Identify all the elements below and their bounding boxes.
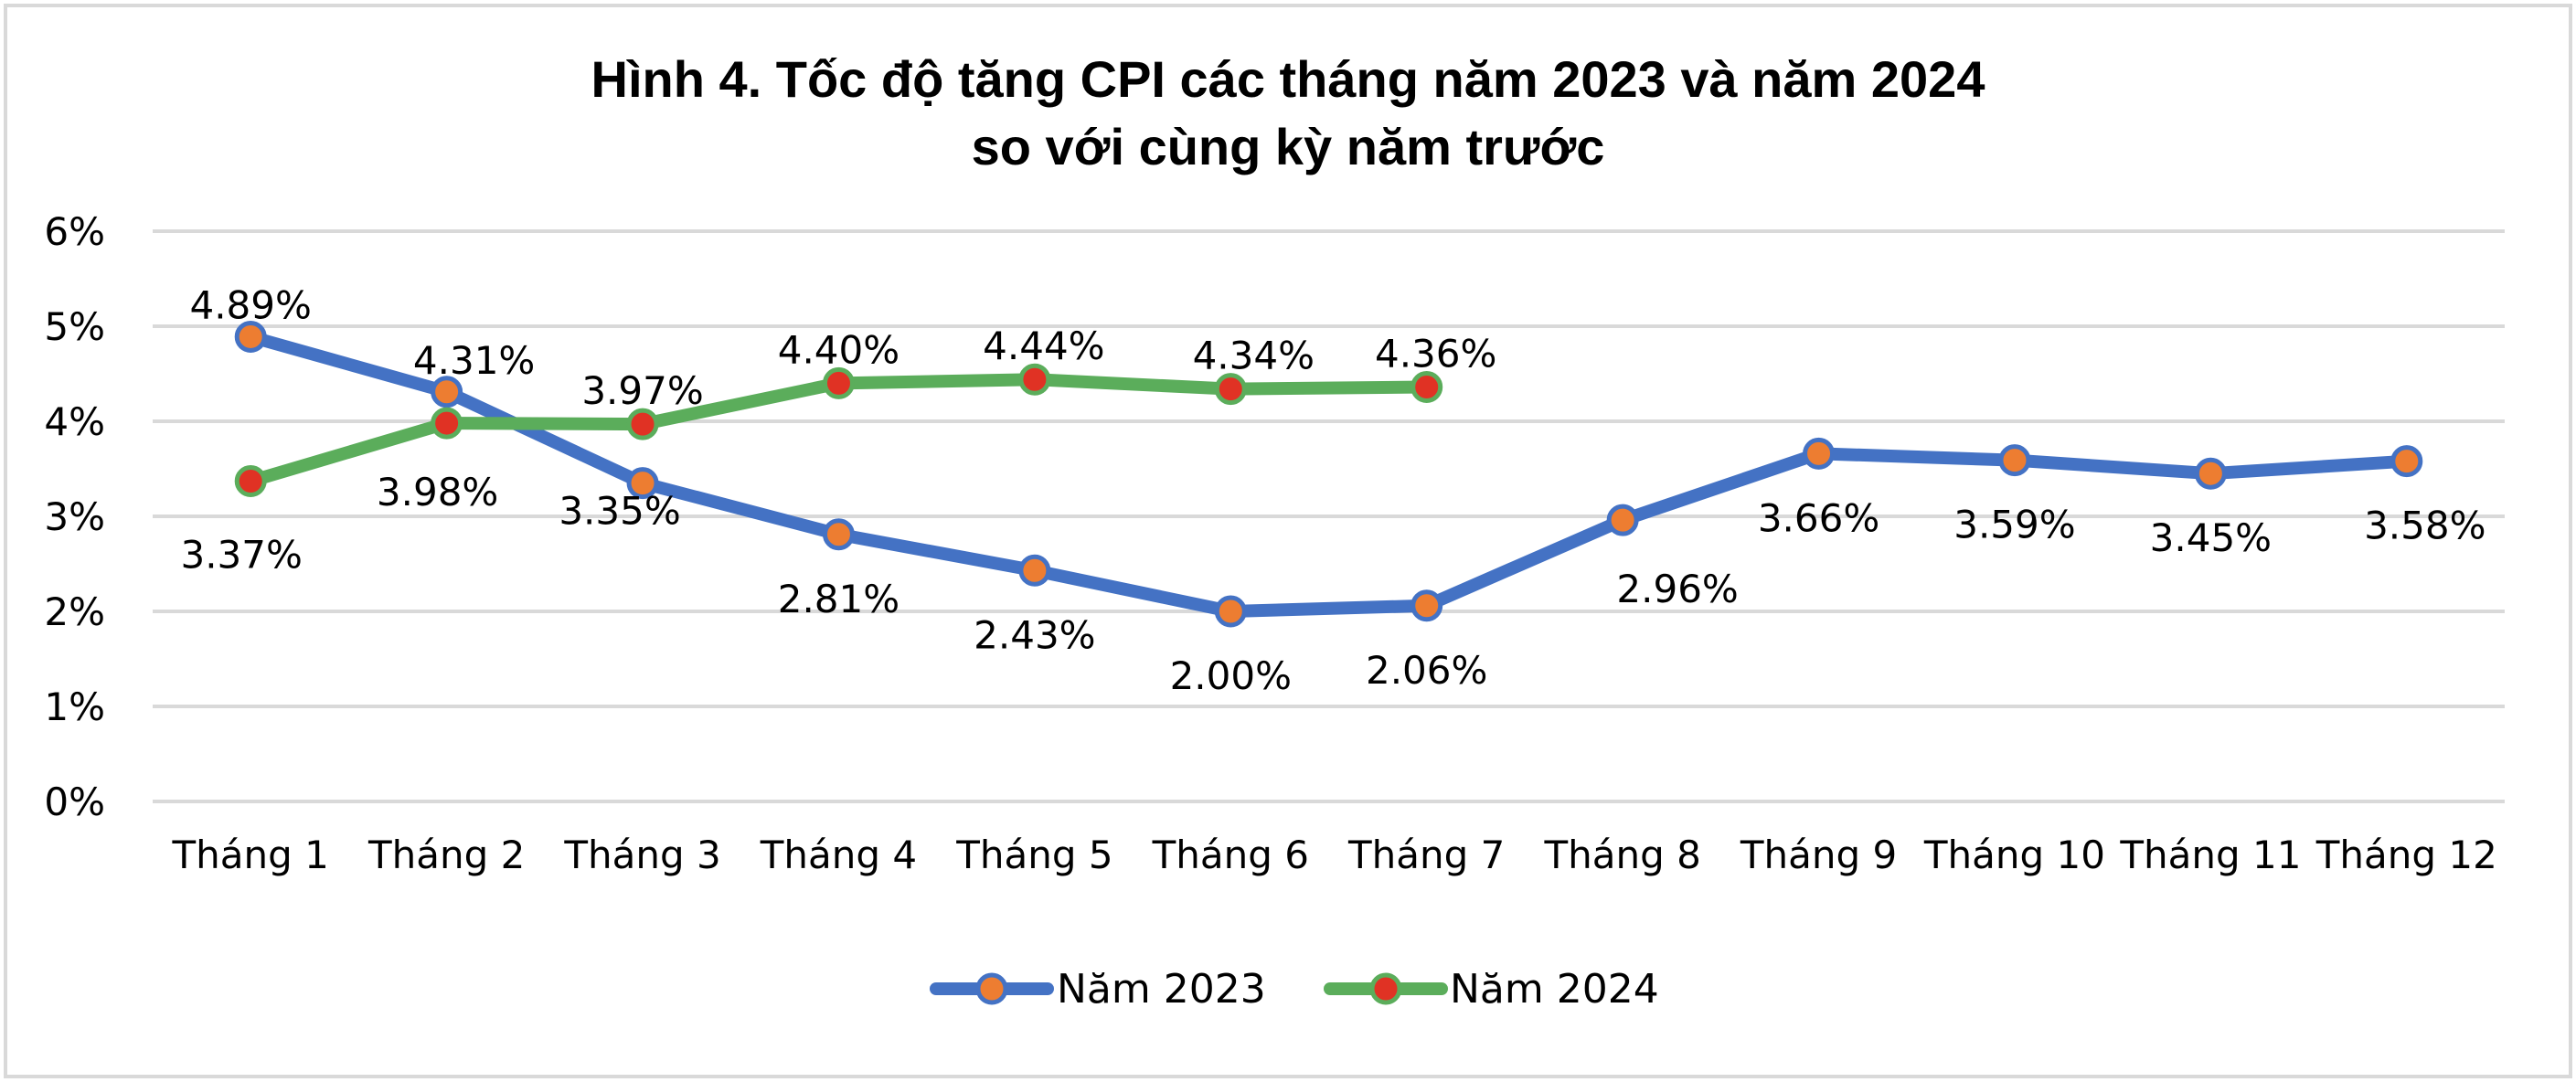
x-tick-label: Tháng 12	[2315, 833, 2497, 877]
data-label: 4.40%	[778, 327, 899, 372]
legend-label-2023: Năm 2023	[1057, 966, 1266, 1013]
data-point-marker	[1214, 373, 1247, 406]
data-label: 3.45%	[2150, 515, 2272, 560]
legend-label-2024: Năm 2024	[1450, 966, 1659, 1013]
x-tick-label: Tháng 4	[760, 833, 917, 877]
data-point-marker	[234, 320, 267, 353]
x-tick-label: Tháng 3	[563, 833, 720, 877]
data-point-marker	[2390, 445, 2423, 478]
data-label: 2.06%	[1366, 648, 1487, 693]
data-label: 3.66%	[1758, 495, 1879, 540]
y-tick-label: 4%	[44, 399, 105, 444]
data-label: 4.44%	[983, 324, 1104, 368]
data-label: 4.34%	[1193, 334, 1315, 378]
data-point-marker	[626, 467, 659, 500]
data-label: 4.89%	[189, 282, 311, 327]
data-point-marker	[1214, 595, 1247, 628]
x-tick-label: Tháng 8	[1543, 833, 1700, 877]
series-group	[234, 320, 2423, 628]
legend-marker-2024-icon	[1369, 972, 1402, 1005]
data-label: 3.35%	[559, 489, 680, 534]
x-tick-label: Tháng 1	[172, 833, 329, 877]
x-tick-label: Tháng 10	[1923, 833, 2105, 877]
data-point-marker	[431, 376, 463, 408]
y-tick-label: 2%	[44, 589, 105, 634]
data-point-marker	[1606, 504, 1639, 536]
x-tick-label: Tháng 7	[1347, 833, 1505, 877]
chart-border	[4, 4, 2572, 1078]
chart-subtitle: so với cùng kỳ năm trước	[972, 118, 1605, 175]
series-line-0	[244, 330, 2413, 618]
data-point-marker	[1410, 371, 1443, 404]
data-point-marker	[1018, 554, 1051, 587]
legend-marker-2023-icon	[975, 972, 1008, 1005]
x-tick-label: Tháng 5	[955, 833, 1112, 877]
data-label: 4.36%	[1375, 332, 1496, 377]
data-label: 3.37%	[180, 533, 302, 578]
data-point-marker	[1018, 363, 1051, 396]
data-point-marker	[1998, 444, 2031, 477]
data-label: 2.81%	[778, 577, 899, 621]
data-point-marker	[822, 518, 855, 551]
data-label: 4.31%	[413, 338, 535, 383]
y-axis: 0% 1% 2% 3% 4% 5% 6%	[44, 209, 105, 824]
data-point-marker	[431, 407, 463, 440]
data-label: 2.00%	[1170, 653, 1292, 698]
legend-item-2024[interactable]: Năm 2024	[1324, 966, 1659, 1013]
y-tick-label: 6%	[44, 209, 105, 254]
y-tick-label: 1%	[44, 684, 105, 729]
data-label: 2.96%	[1616, 567, 1738, 611]
data-label: 3.58%	[2364, 504, 2486, 548]
x-axis: Tháng 1 Tháng 2 Tháng 3 Tháng 4 Tháng 5 Tháng…	[172, 833, 2497, 877]
y-tick-label: 3%	[44, 494, 105, 539]
data-point-marker	[2194, 457, 2227, 490]
x-tick-label: Tháng 2	[367, 833, 525, 877]
data-label: 3.59%	[1953, 503, 2075, 547]
data-label: 3.98%	[377, 470, 498, 514]
data-point-marker	[1410, 589, 1443, 622]
legend: Năm 2023 Năm 2024	[930, 966, 1659, 1013]
legend-item-2023[interactable]: Năm 2023	[930, 966, 1266, 1013]
data-label: 2.43%	[974, 612, 1095, 657]
data-labels: 4.89% 4.31% 3.35% 2.81% 2.43% 2.00% 2.06% 2.96%…	[180, 282, 2486, 698]
data-point-marker	[234, 465, 267, 498]
data-point-marker	[1803, 437, 1836, 470]
x-tick-label: Tháng 6	[1152, 833, 1309, 877]
y-tick-label: 5%	[44, 304, 105, 349]
y-tick-label: 0%	[44, 780, 105, 824]
data-label: 3.97%	[581, 368, 703, 413]
x-tick-label: Tháng 11	[2119, 833, 2301, 877]
data-point-marker	[822, 366, 855, 399]
data-point-marker	[626, 408, 659, 440]
x-tick-label: Tháng 9	[1740, 833, 1897, 877]
chart-title: Hình 4. Tốc độ tăng CPI các tháng năm 20…	[591, 50, 1985, 108]
